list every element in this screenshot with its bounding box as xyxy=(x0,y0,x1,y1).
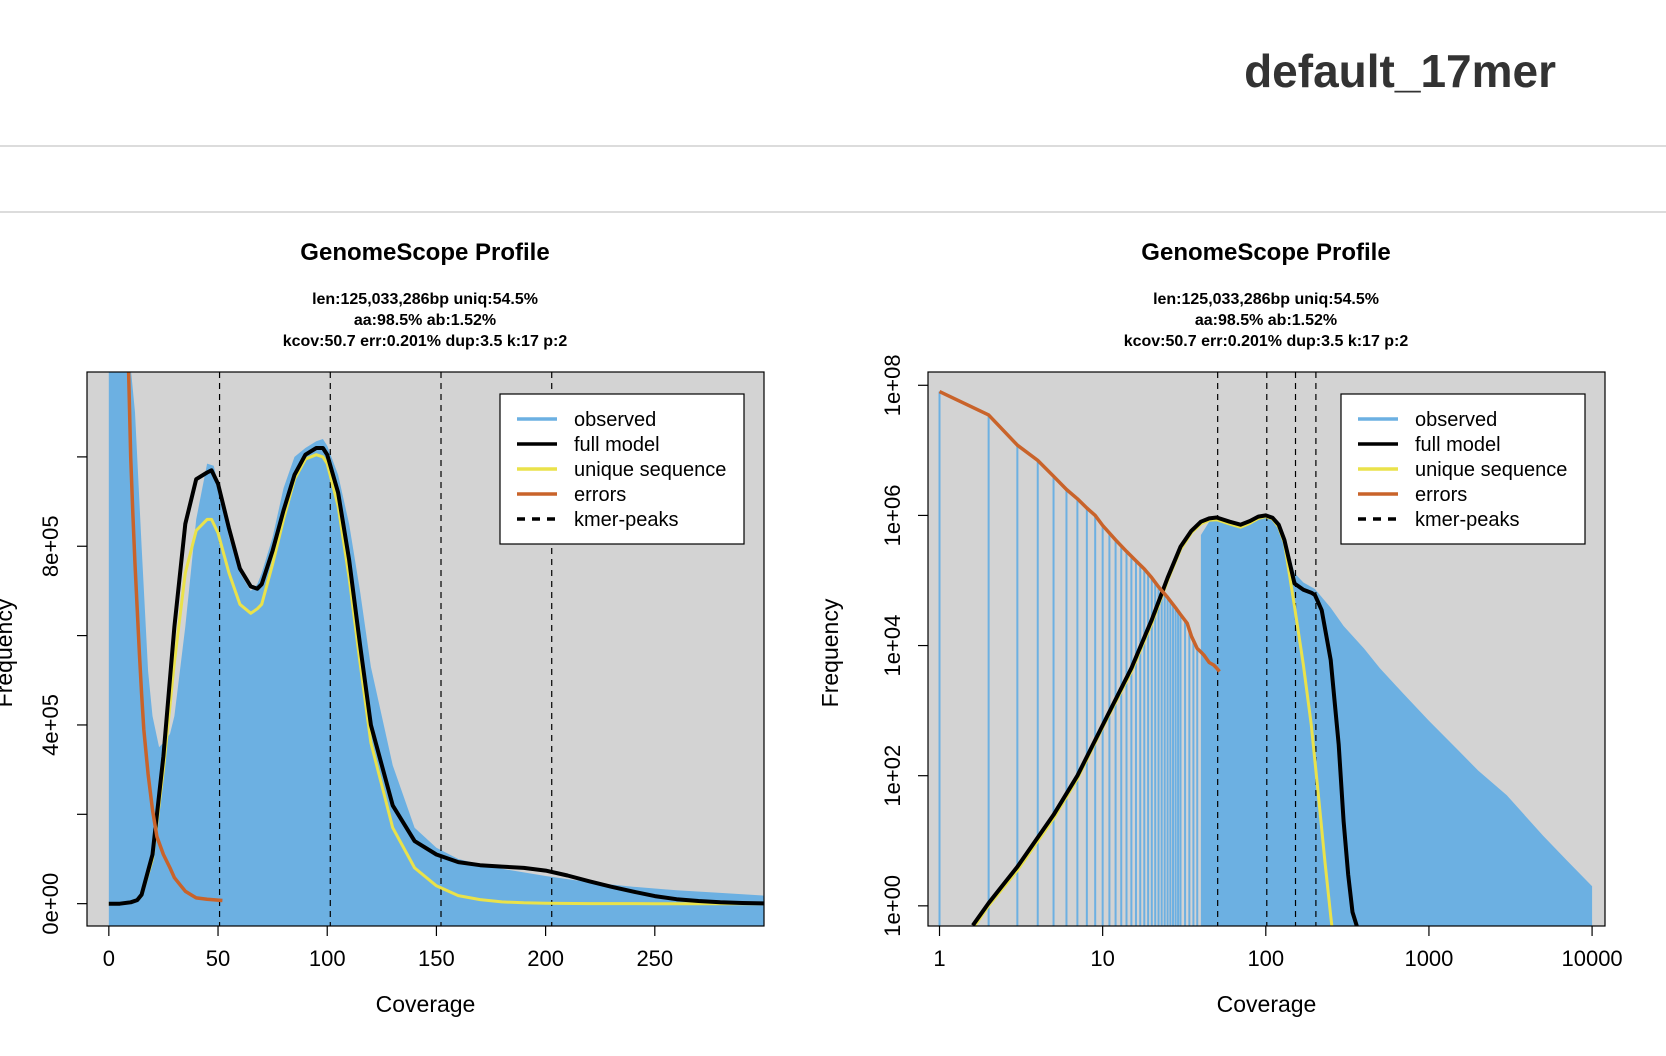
plot-area xyxy=(938,372,1593,926)
section-divider xyxy=(0,211,1666,213)
legend-label: errors xyxy=(1415,484,1467,506)
errors-line xyxy=(938,390,1221,673)
legend-label: kmer-peaks xyxy=(1415,509,1519,531)
y-tick-label: 8e+05 xyxy=(38,515,63,577)
x-tick-label: 100 xyxy=(309,946,346,971)
observed-area xyxy=(1200,515,1593,926)
x-tick-label: 250 xyxy=(636,946,673,971)
observed-area xyxy=(108,372,764,926)
chart-title: GenomeScope Profile xyxy=(1141,239,1390,266)
legend-label: observed xyxy=(574,409,656,431)
errors-line xyxy=(126,372,223,903)
x-tick-label: 0 xyxy=(103,946,115,971)
chart-subtitle-line: len:125,033,286bp uniq:54.5% xyxy=(1153,291,1379,308)
chart-subtitle-line: aa:98.5% ab:1.52% xyxy=(1195,312,1337,329)
legend: observed full model unique sequence errors k… xyxy=(499,393,745,545)
legend-label: observed xyxy=(1415,409,1497,431)
full-model-line xyxy=(108,446,764,906)
legend-label: errors xyxy=(574,484,626,506)
x-axis-label: Coverage xyxy=(1217,991,1317,1017)
legend-label: kmer-peaks xyxy=(574,509,678,531)
x-tick-label: 1000 xyxy=(1404,946,1453,971)
chart-log: 1 10 100 1000 10000 1e+00 1e+02 1e+04 1e+06 1e+08… xyxy=(817,239,1623,1017)
y-axis-label: Frequency xyxy=(817,598,843,707)
y-tick-label: 1e+02 xyxy=(880,745,905,807)
legend-label: full model xyxy=(574,434,660,456)
chart-subtitle-line: aa:98.5% ab:1.52% xyxy=(354,312,496,329)
chart-subtitle-line: kcov:50.7 err:0.201% dup:3.5 k:17 p:2 xyxy=(283,333,568,350)
legend-label: full model xyxy=(1415,434,1501,456)
legend-label: unique sequence xyxy=(1415,459,1567,481)
page-title: default_17mer xyxy=(1244,45,1556,97)
y-tick-label: 1e+06 xyxy=(880,485,905,547)
x-tick-label: 100 xyxy=(1247,946,1284,971)
x-tick-label: 10000 xyxy=(1561,946,1622,971)
chart-subtitle-line: len:125,033,286bp uniq:54.5% xyxy=(312,291,538,308)
chart-linear: 0 50 100 150 200 250 0e+00 4e+05 8e+05 Coverage Fr… xyxy=(0,239,765,1017)
y-tick-label: 1e+00 xyxy=(880,875,905,937)
x-tick-label: 10 xyxy=(1090,946,1114,971)
plot-border xyxy=(86,371,765,927)
header-divider xyxy=(0,145,1666,147)
legend-label: unique sequence xyxy=(574,459,726,481)
plot-border xyxy=(927,371,1606,927)
chart-subtitle-line: kcov:50.7 err:0.201% dup:3.5 k:17 p:2 xyxy=(1124,333,1409,350)
y-tick-label: 1e+08 xyxy=(880,354,905,416)
chart-title: GenomeScope Profile xyxy=(300,239,549,266)
plot-area xyxy=(108,372,764,926)
x-tick-label: 200 xyxy=(527,946,564,971)
y-tick-label: 1e+04 xyxy=(880,615,905,677)
y-tick-label: 4e+05 xyxy=(38,694,63,756)
y-axis-label: Frequency xyxy=(0,598,17,707)
x-tick-label: 1 xyxy=(933,946,945,971)
x-tick-label: 150 xyxy=(418,946,455,971)
full-model-line xyxy=(971,513,1359,926)
legend: observed full model unique sequence errors k… xyxy=(1340,393,1586,545)
x-axis-label: Coverage xyxy=(376,991,476,1017)
x-tick-label: 50 xyxy=(206,946,230,971)
y-tick-label: 0e+00 xyxy=(38,873,63,935)
